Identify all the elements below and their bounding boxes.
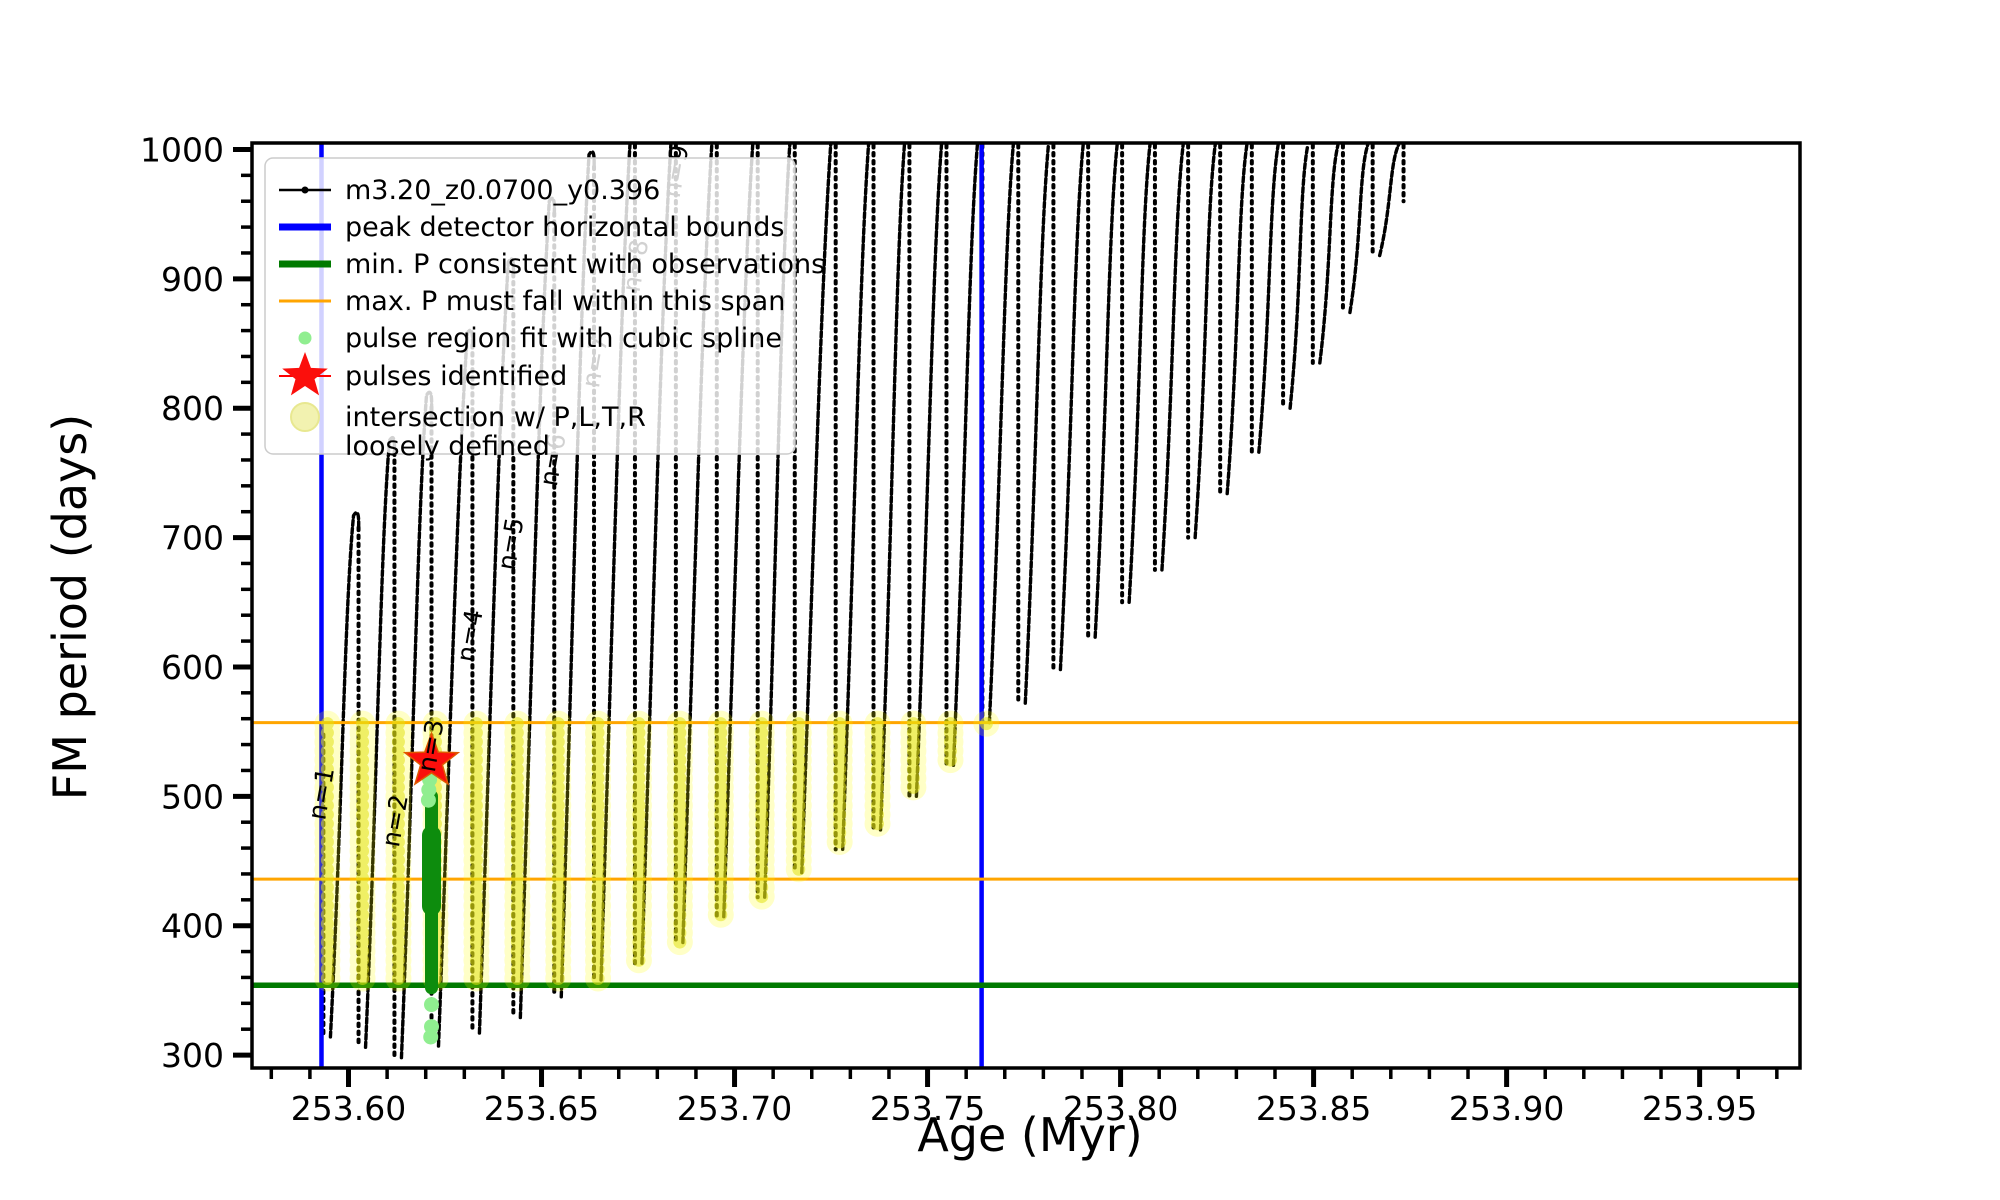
pulse-rise	[914, 143, 944, 799]
y-tick-label: 300	[161, 1036, 224, 1075]
y-tick-label: 900	[161, 260, 224, 299]
pulse-rise	[1058, 143, 1085, 672]
legend-label: peak detector horizontal bounds	[345, 212, 784, 243]
legend-handle-dot	[301, 186, 309, 194]
x-axis-label: Age (Myr)	[917, 1108, 1143, 1162]
spline-fit-dot	[420, 792, 436, 808]
y-axis-label: FM period (days)	[43, 413, 97, 801]
pulse-rise	[1193, 143, 1217, 540]
intersection-columns	[314, 710, 1000, 999]
legend-label: pulses identified	[345, 361, 567, 392]
y-tick-label: 800	[161, 389, 224, 428]
pulse-number-annotation: n=4	[451, 607, 489, 664]
spline-fit-dot	[423, 1029, 439, 1045]
spline-fit-dot	[424, 997, 440, 1013]
pulse-rise	[328, 511, 361, 1039]
x-tick-label: 253.70	[677, 1089, 792, 1128]
legend-box	[264, 157, 796, 455]
x-tick-label: 253.85	[1256, 1089, 1371, 1128]
legend-handle-dot	[298, 331, 312, 345]
y-tick-label: 600	[161, 648, 224, 687]
pulse-rise	[1023, 143, 1051, 705]
legend-handle-star	[282, 352, 328, 396]
pulse-rise	[951, 143, 980, 767]
legend-label: max. P must fall within this span	[345, 286, 785, 317]
legend-label: m3.20_z0.0700_y0.396	[345, 175, 660, 206]
x-tick-label: 253.65	[484, 1089, 599, 1128]
y-tick-label: 1000	[140, 130, 224, 169]
pulse-rise	[1257, 143, 1280, 454]
legend-label: min. P consistent with observations	[345, 249, 825, 280]
pulse-rise	[1093, 143, 1119, 639]
pulse-rise	[1348, 143, 1370, 315]
pulse-rise	[800, 143, 833, 875]
y-tick-label: 500	[161, 777, 224, 816]
x-tick-label: 253.95	[1642, 1089, 1757, 1128]
legend-label-line2: loosely defined	[345, 431, 550, 462]
x-tick-label: 253.60	[291, 1089, 406, 1128]
axis-ticks: 253.60 253.65 253.70 253.75 253.80 253.85 253.…	[140, 130, 1779, 1128]
x-tick-label: 253.75	[870, 1089, 985, 1128]
x-tick-label: 253.80	[1063, 1089, 1178, 1128]
pulse-rise	[1377, 143, 1401, 258]
pulse-identified-star	[402, 731, 461, 786]
pulse-rise	[878, 143, 907, 832]
pulse-rise	[987, 143, 1015, 725]
pulse-rise	[1318, 143, 1340, 365]
y-tick-label: 400	[161, 907, 224, 946]
pulse-rise	[1127, 143, 1152, 604]
legend-label: intersection w/ P,L,T,R	[345, 402, 646, 433]
y-tick-label: 700	[161, 519, 224, 558]
pulse-rise	[1160, 143, 1185, 572]
pulse-rise	[840, 143, 871, 852]
x-tick-label: 253.90	[1449, 1089, 1564, 1128]
legend-handle-big-dot	[290, 402, 320, 432]
pulse-rise	[1288, 143, 1310, 410]
axes-spines	[250, 141, 1802, 1070]
pulse-rise	[1225, 143, 1249, 496]
legend-label: pulse region fit with cubic spline	[345, 323, 782, 354]
